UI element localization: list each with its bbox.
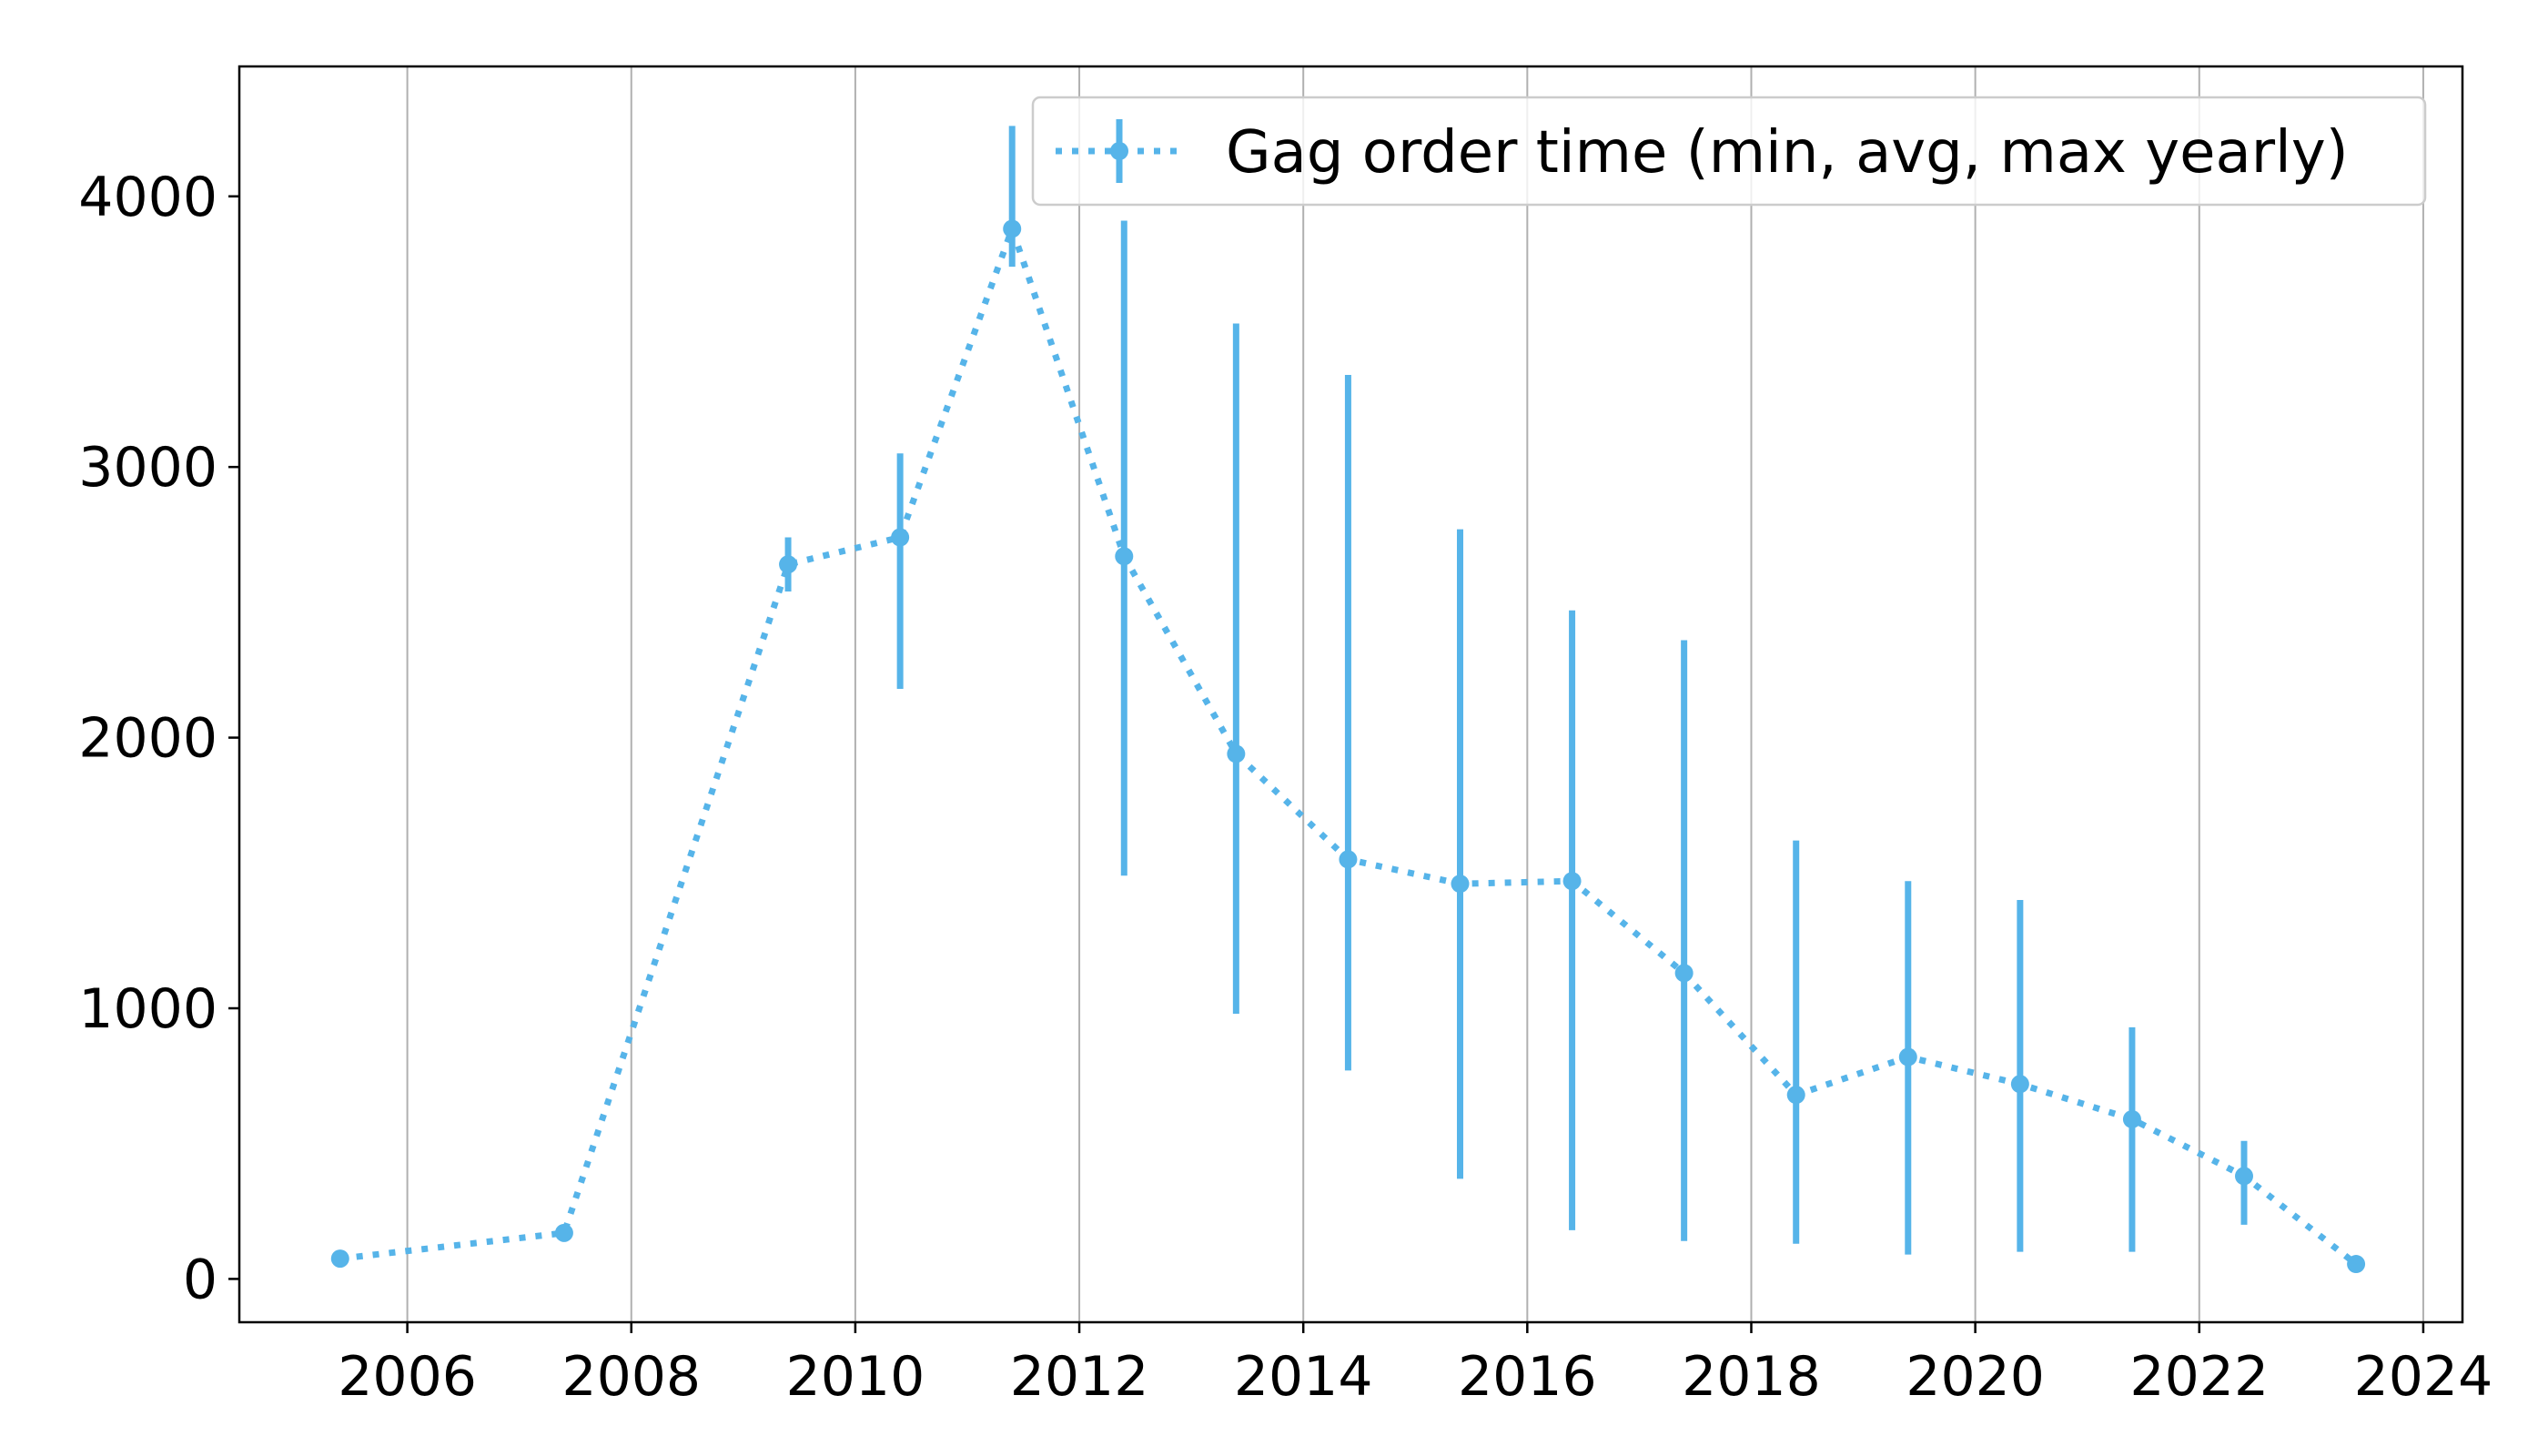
data-point [1786,1086,1805,1105]
x-tick-label: 2020 [1906,1345,2045,1409]
x-tick-label: 2010 [786,1345,925,1409]
data-point [2235,1167,2254,1186]
x-tick-label: 2006 [338,1345,477,1409]
legend-label: Gag order time (min, avg, max yearly) [1226,119,2349,187]
x-tick-label: 2018 [1682,1345,1821,1409]
data-point [554,1223,573,1242]
data-point [1451,875,1470,894]
legend: Gag order time (min, avg, max yearly) [1031,96,2427,207]
data-point [1227,744,1246,763]
y-tick-label: 0 [183,1248,217,1311]
plot-area-frame [238,65,2464,1324]
data-point [2010,1075,2029,1094]
x-tick-label: 2014 [1234,1345,1373,1409]
data-point [1115,547,1134,566]
y-tick-label: 3000 [78,436,217,500]
legend-box [1031,96,2427,207]
y-tick-label: 1000 [78,977,217,1041]
data-point [779,555,798,574]
grid [406,66,2424,1322]
x-tick-label: 2012 [1010,1345,1149,1409]
x-tick-label: 2016 [1458,1345,1597,1409]
data-point [1339,850,1358,869]
legend-swatch-marker [1110,142,1128,160]
data-point [1674,964,1694,983]
data-point [1898,1047,1917,1067]
data-point [1562,872,1582,891]
x-tick-label: 2022 [2129,1345,2269,1409]
data-point [891,528,910,547]
y-axis: 0 1000 2000 3000 4000 [78,166,239,1311]
data-point [330,1249,349,1269]
x-tick-label: 2024 [2354,1345,2493,1409]
data-point [2347,1255,2366,1274]
y-tick-label: 4000 [78,166,217,229]
plot-series [330,126,2366,1274]
x-tick-label: 2008 [561,1345,701,1409]
y-tick-label: 2000 [78,707,217,771]
data-point [1003,219,1022,238]
data-point [2122,1109,2141,1128]
x-axis: 2006 2008 2010 2012 2014 2016 2018 2020 2022 2024 [338,1322,2492,1409]
